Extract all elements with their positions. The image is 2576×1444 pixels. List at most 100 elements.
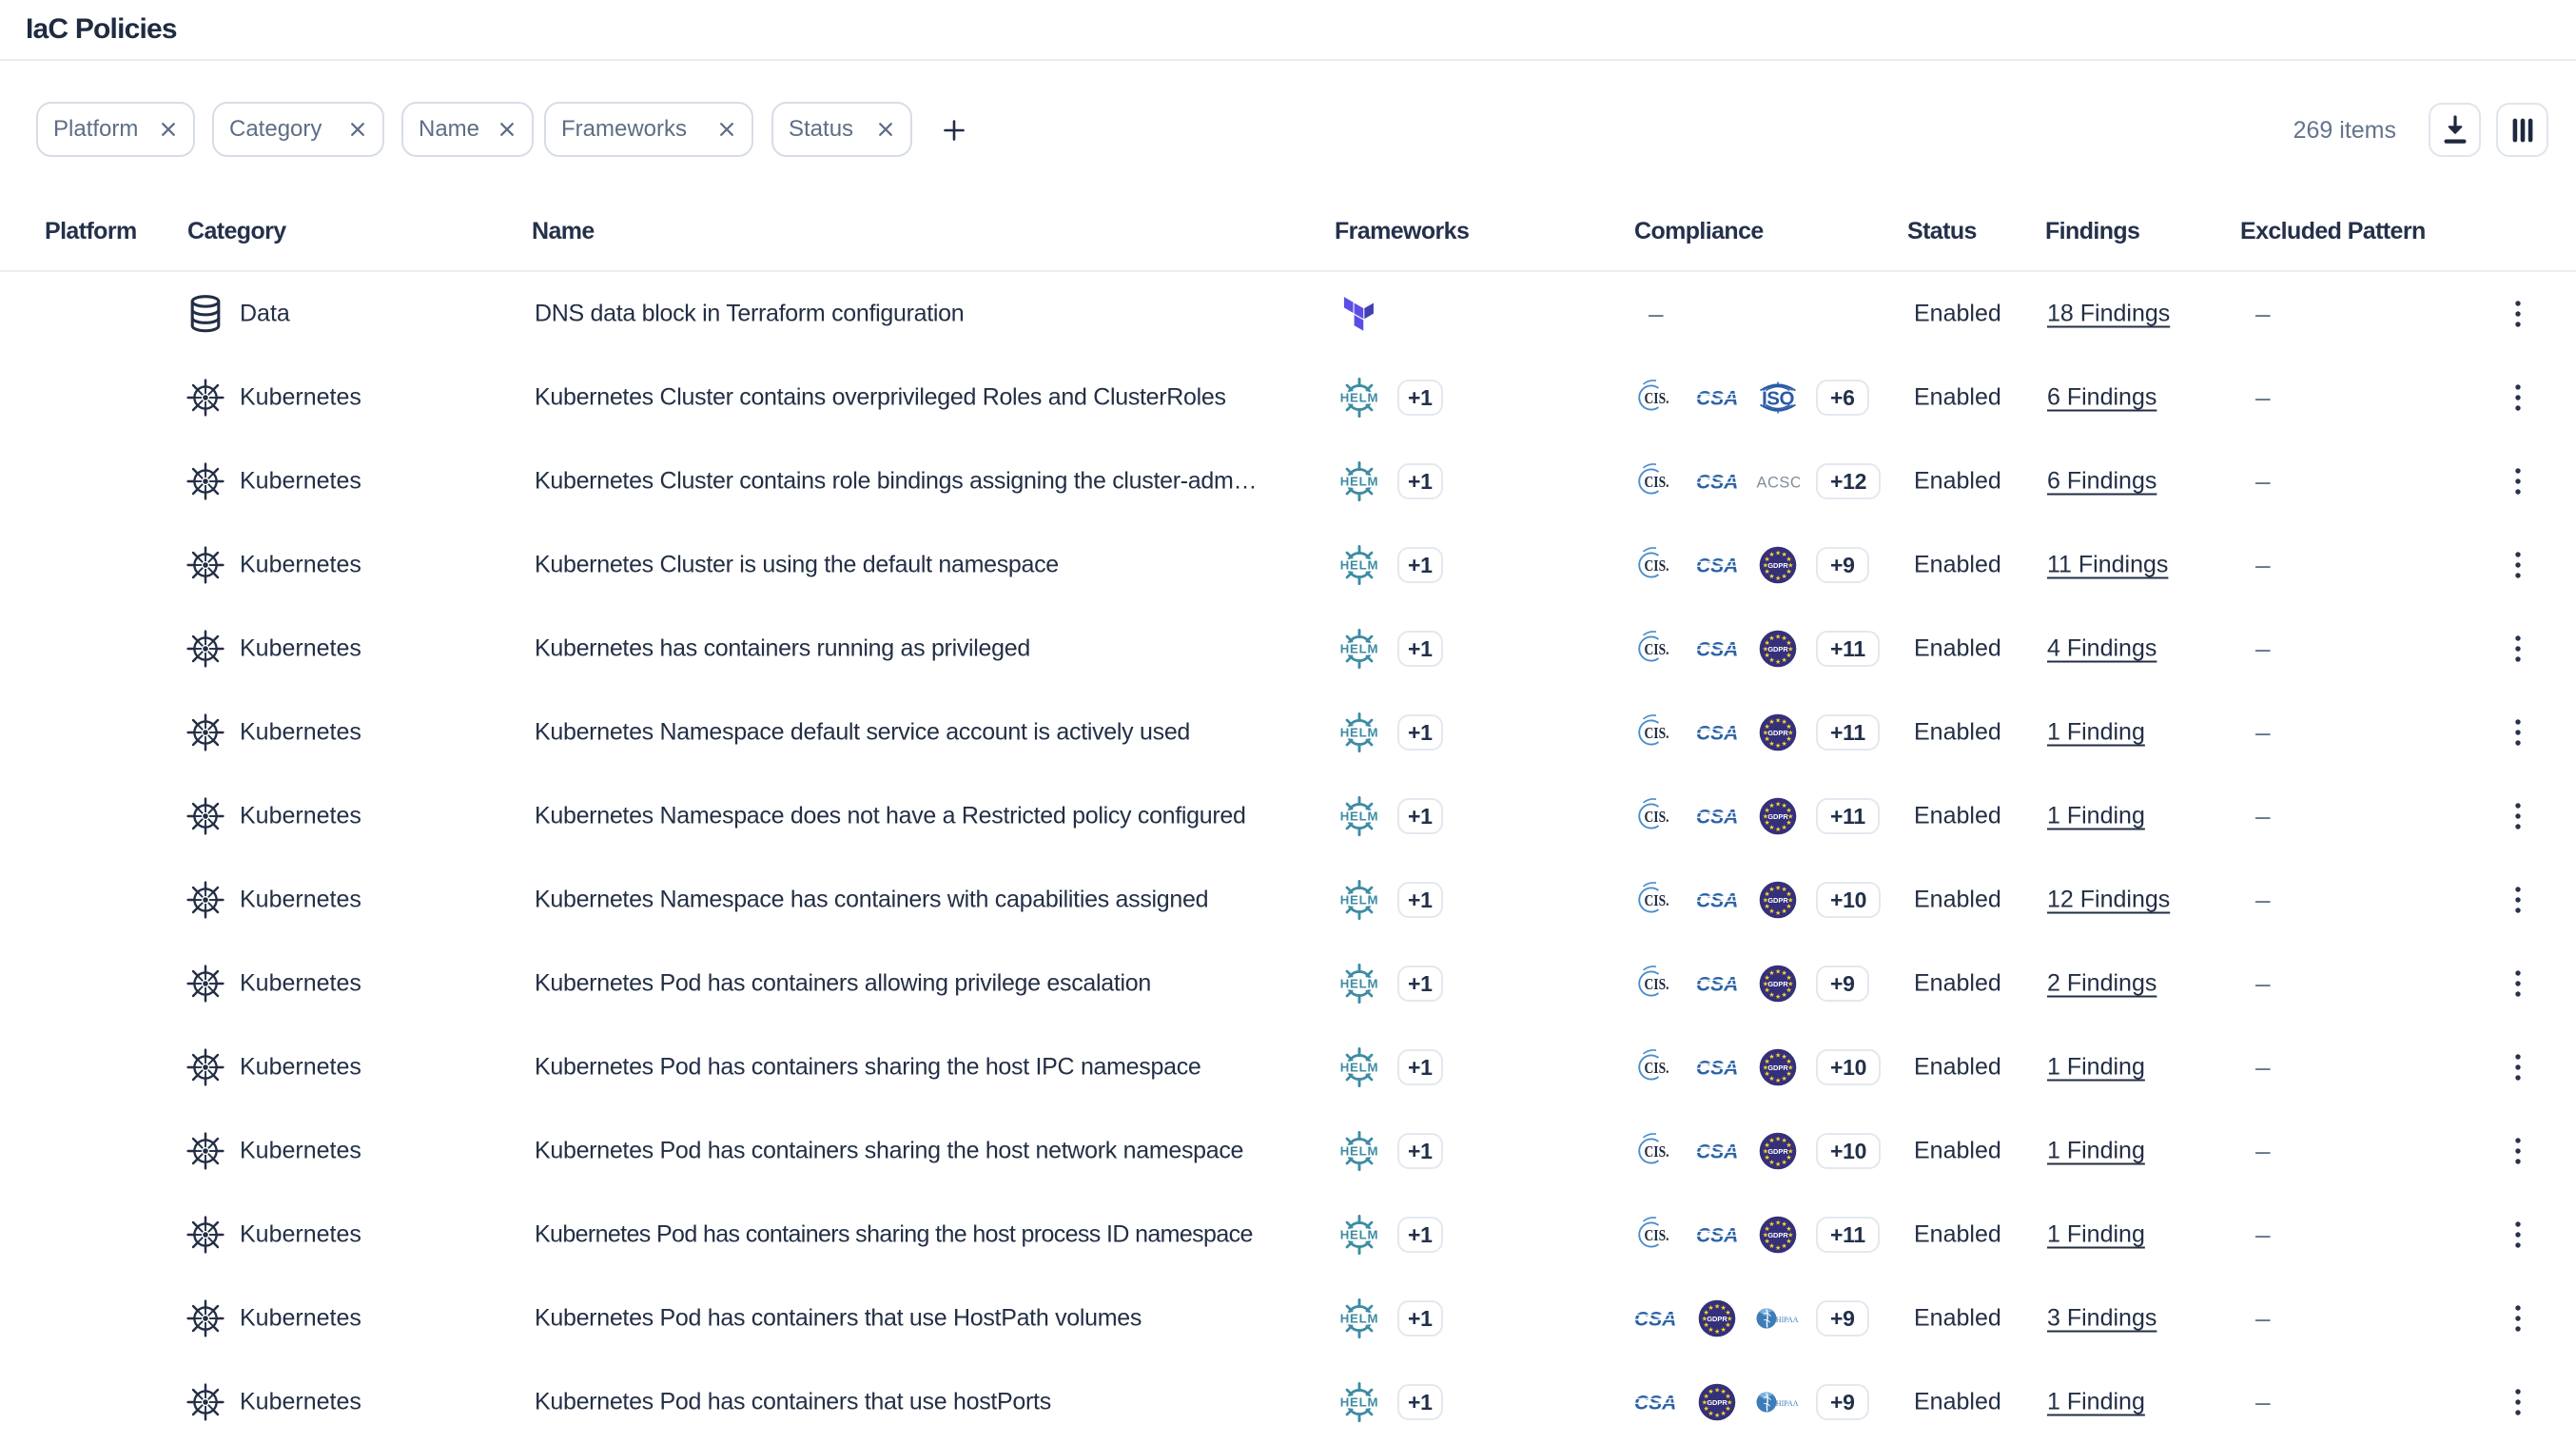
svg-text:CIS.: CIS. bbox=[1645, 1226, 1669, 1244]
svg-text:★: ★ bbox=[1782, 718, 1787, 726]
svg-text:★: ★ bbox=[1765, 974, 1770, 982]
svg-text:HELM: HELM bbox=[1340, 475, 1379, 489]
svg-text:★: ★ bbox=[1786, 1225, 1791, 1233]
svg-text:★: ★ bbox=[1714, 1328, 1720, 1336]
svg-text:★: ★ bbox=[1763, 730, 1768, 737]
svg-text:★: ★ bbox=[1714, 1386, 1720, 1394]
svg-text:★: ★ bbox=[1782, 1053, 1787, 1061]
svg-text:★: ★ bbox=[1765, 890, 1770, 898]
svg-text:★: ★ bbox=[1768, 1159, 1774, 1166]
svg-text:★: ★ bbox=[1704, 1393, 1709, 1400]
svg-text:★: ★ bbox=[1775, 742, 1781, 750]
svg-text:★: ★ bbox=[1768, 1053, 1774, 1061]
svg-text:★: ★ bbox=[1727, 1399, 1732, 1407]
svg-text:★: ★ bbox=[1782, 991, 1787, 999]
svg-text:CIS.: CIS. bbox=[1645, 891, 1669, 909]
svg-text:★: ★ bbox=[1787, 562, 1793, 570]
svg-text:★: ★ bbox=[1768, 1220, 1774, 1228]
svg-text:★: ★ bbox=[1775, 1244, 1781, 1252]
svg-text:★: ★ bbox=[1768, 1242, 1774, 1250]
svg-text:★: ★ bbox=[1786, 1154, 1791, 1161]
svg-text:★: ★ bbox=[1704, 1321, 1709, 1329]
svg-text:★: ★ bbox=[1725, 1321, 1730, 1329]
svg-text:★: ★ bbox=[1786, 807, 1791, 814]
svg-text:GDPR: GDPR bbox=[1767, 561, 1788, 570]
svg-text:GDPR: GDPR bbox=[1767, 980, 1788, 988]
svg-text:★: ★ bbox=[1768, 824, 1774, 831]
svg-text:★: ★ bbox=[1782, 802, 1787, 810]
svg-text:★: ★ bbox=[1775, 1161, 1781, 1168]
svg-text:★: ★ bbox=[1765, 807, 1770, 814]
svg-text:HELM: HELM bbox=[1340, 1228, 1379, 1242]
svg-text:★: ★ bbox=[1787, 1148, 1793, 1156]
svg-text:★: ★ bbox=[1765, 652, 1770, 659]
svg-text:HELM: HELM bbox=[1340, 558, 1379, 573]
svg-text:★: ★ bbox=[1763, 646, 1768, 654]
svg-text:★: ★ bbox=[1702, 1316, 1708, 1323]
svg-text:★: ★ bbox=[1765, 639, 1770, 647]
svg-text:★: ★ bbox=[1775, 633, 1781, 640]
svg-text:CIS.: CIS. bbox=[1645, 1059, 1669, 1077]
svg-text:CIS.: CIS. bbox=[1645, 389, 1669, 407]
svg-text:★: ★ bbox=[1768, 991, 1774, 999]
svg-text:★: ★ bbox=[1775, 716, 1781, 724]
svg-text:★: ★ bbox=[1775, 1135, 1781, 1142]
svg-text:★: ★ bbox=[1763, 897, 1768, 905]
svg-text:★: ★ bbox=[1782, 824, 1787, 831]
svg-text:★: ★ bbox=[1768, 634, 1774, 642]
svg-text:★: ★ bbox=[1786, 1070, 1791, 1078]
svg-text:ACSC: ACSC bbox=[1757, 475, 1801, 492]
svg-text:★: ★ bbox=[1775, 1051, 1781, 1059]
svg-text:★: ★ bbox=[1768, 551, 1774, 558]
svg-text:HELM: HELM bbox=[1340, 1061, 1379, 1075]
svg-text:HELM: HELM bbox=[1340, 1312, 1379, 1326]
svg-text:★: ★ bbox=[1704, 1405, 1709, 1413]
svg-text:GDPR: GDPR bbox=[1767, 645, 1788, 654]
svg-text:★: ★ bbox=[1782, 1242, 1787, 1250]
svg-text:★: ★ bbox=[1765, 1070, 1770, 1078]
svg-text:★: ★ bbox=[1768, 802, 1774, 810]
svg-text:★: ★ bbox=[1768, 718, 1774, 726]
svg-text:★: ★ bbox=[1782, 1075, 1787, 1083]
svg-text:★: ★ bbox=[1787, 813, 1793, 821]
svg-text:★: ★ bbox=[1787, 730, 1793, 737]
svg-text:★: ★ bbox=[1708, 1326, 1713, 1334]
svg-text:★: ★ bbox=[1721, 1410, 1727, 1417]
svg-text:★: ★ bbox=[1765, 1058, 1770, 1065]
svg-text:ISO: ISO bbox=[1762, 388, 1794, 410]
svg-text:★: ★ bbox=[1786, 986, 1791, 994]
svg-text:★: ★ bbox=[1786, 974, 1791, 982]
svg-text:★: ★ bbox=[1768, 740, 1774, 748]
svg-text:★: ★ bbox=[1708, 1388, 1713, 1395]
svg-text:GDPR: GDPR bbox=[1767, 1147, 1788, 1156]
svg-text:★: ★ bbox=[1787, 1064, 1793, 1072]
svg-text:★: ★ bbox=[1768, 656, 1774, 664]
svg-text:★: ★ bbox=[1782, 551, 1787, 558]
svg-text:GDPR: GDPR bbox=[1767, 896, 1788, 905]
svg-text:★: ★ bbox=[1786, 903, 1791, 910]
svg-text:★: ★ bbox=[1786, 890, 1791, 898]
svg-text:★: ★ bbox=[1775, 549, 1781, 556]
svg-text:★: ★ bbox=[1768, 1137, 1774, 1144]
svg-text:★: ★ bbox=[1765, 1154, 1770, 1161]
svg-text:★: ★ bbox=[1765, 568, 1770, 576]
svg-text:★: ★ bbox=[1782, 886, 1787, 893]
svg-text:★: ★ bbox=[1765, 819, 1770, 827]
svg-text:★: ★ bbox=[1787, 1232, 1793, 1239]
svg-text:★: ★ bbox=[1775, 884, 1781, 891]
svg-text:★: ★ bbox=[1782, 740, 1787, 748]
svg-text:★: ★ bbox=[1768, 907, 1774, 915]
svg-text:GDPR: GDPR bbox=[1767, 729, 1788, 737]
svg-text:CIS.: CIS. bbox=[1645, 1142, 1669, 1161]
svg-text:HELM: HELM bbox=[1340, 810, 1379, 824]
svg-text:★: ★ bbox=[1775, 967, 1781, 975]
svg-text:★: ★ bbox=[1782, 969, 1787, 977]
svg-text:GDPR: GDPR bbox=[1707, 1315, 1727, 1323]
svg-text:★: ★ bbox=[1775, 575, 1781, 582]
svg-text:HIPAA: HIPAA bbox=[1776, 1399, 1799, 1408]
svg-text:HELM: HELM bbox=[1340, 893, 1379, 907]
svg-text:★: ★ bbox=[1714, 1302, 1720, 1310]
svg-text:★: ★ bbox=[1786, 556, 1791, 563]
svg-text:CIS.: CIS. bbox=[1645, 556, 1669, 575]
svg-text:★: ★ bbox=[1775, 826, 1781, 833]
